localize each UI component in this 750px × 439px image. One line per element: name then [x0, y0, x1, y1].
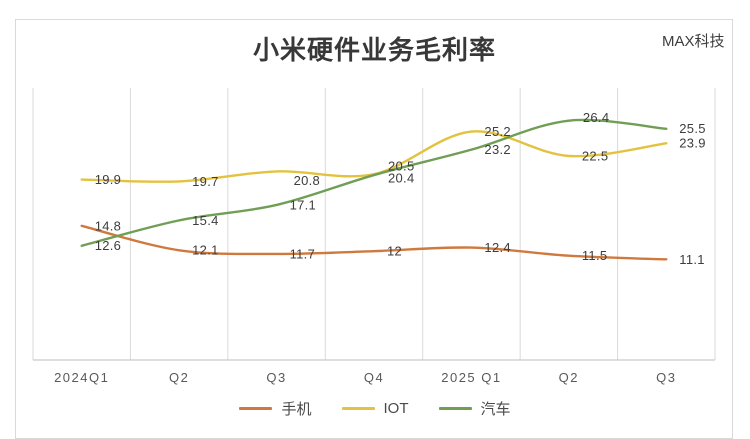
- data-label-phone: 14.8: [95, 218, 122, 233]
- x-axis-label: 2025 Q1: [441, 370, 501, 385]
- data-label-phone: 12: [387, 244, 402, 259]
- data-label-car: 26.4: [583, 110, 610, 125]
- data-label-phone: 11.1: [679, 252, 705, 267]
- watermark-brand: MAX科技: [662, 33, 725, 50]
- x-axis-label: 2024Q1: [54, 370, 109, 385]
- data-label-car: 12.6: [95, 238, 122, 253]
- x-axis-label: Q2: [559, 370, 579, 385]
- data-label-phone: 11.7: [290, 246, 316, 261]
- data-label-car: 23.2: [484, 142, 511, 157]
- legend-label-iot: IOT: [383, 400, 409, 417]
- x-axis-label: Q3: [266, 370, 286, 385]
- data-label-iot: 19.7: [192, 174, 219, 189]
- series-line-car: [80, 118, 668, 247]
- chart-legend: 手机 IOT 汽车: [0, 398, 750, 419]
- legend-swatch-phone: [239, 407, 273, 410]
- data-label-car: 20.4: [388, 170, 415, 185]
- data-label-iot: 25.2: [484, 124, 511, 139]
- data-label-phone: 11.5: [582, 248, 608, 263]
- data-label-iot: 20.5: [388, 159, 415, 174]
- legend-swatch-car: [438, 407, 472, 410]
- data-label-phone: 12.4: [484, 240, 511, 255]
- data-label-iot: 23.9: [679, 136, 706, 151]
- data-label-phone: 12.1: [192, 243, 219, 258]
- x-axis-label: Q3: [656, 370, 676, 385]
- legend-item-car: 汽车: [438, 398, 511, 419]
- data-label-iot: 19.9: [95, 172, 122, 187]
- data-label-car: 17.1: [290, 197, 317, 212]
- line-chart: 2024Q1 Q2 Q3 Q4 2025 Q1 Q2 Q3 14.8 12.1 11.7 12 12.…: [32, 88, 716, 385]
- legend-label-car: 汽车: [480, 401, 511, 418]
- series-line-phone: [80, 224, 668, 261]
- chart-title: 小米硬件业务毛利率: [252, 35, 496, 65]
- data-label-car: 15.4: [192, 213, 219, 228]
- legend-swatch-iot: [341, 407, 375, 410]
- chart-canvas: [15, 19, 733, 439]
- data-label-iot: 20.8: [294, 173, 321, 188]
- x-axis-label: Q2: [169, 370, 189, 385]
- x-axis-label: Q4: [364, 370, 384, 385]
- legend-item-iot: IOT: [341, 400, 409, 417]
- legend-item-phone: 手机: [239, 398, 312, 419]
- legend-label-phone: 手机: [281, 401, 312, 418]
- data-label-iot: 22.5: [582, 148, 609, 163]
- data-label-car: 25.5: [679, 121, 706, 136]
